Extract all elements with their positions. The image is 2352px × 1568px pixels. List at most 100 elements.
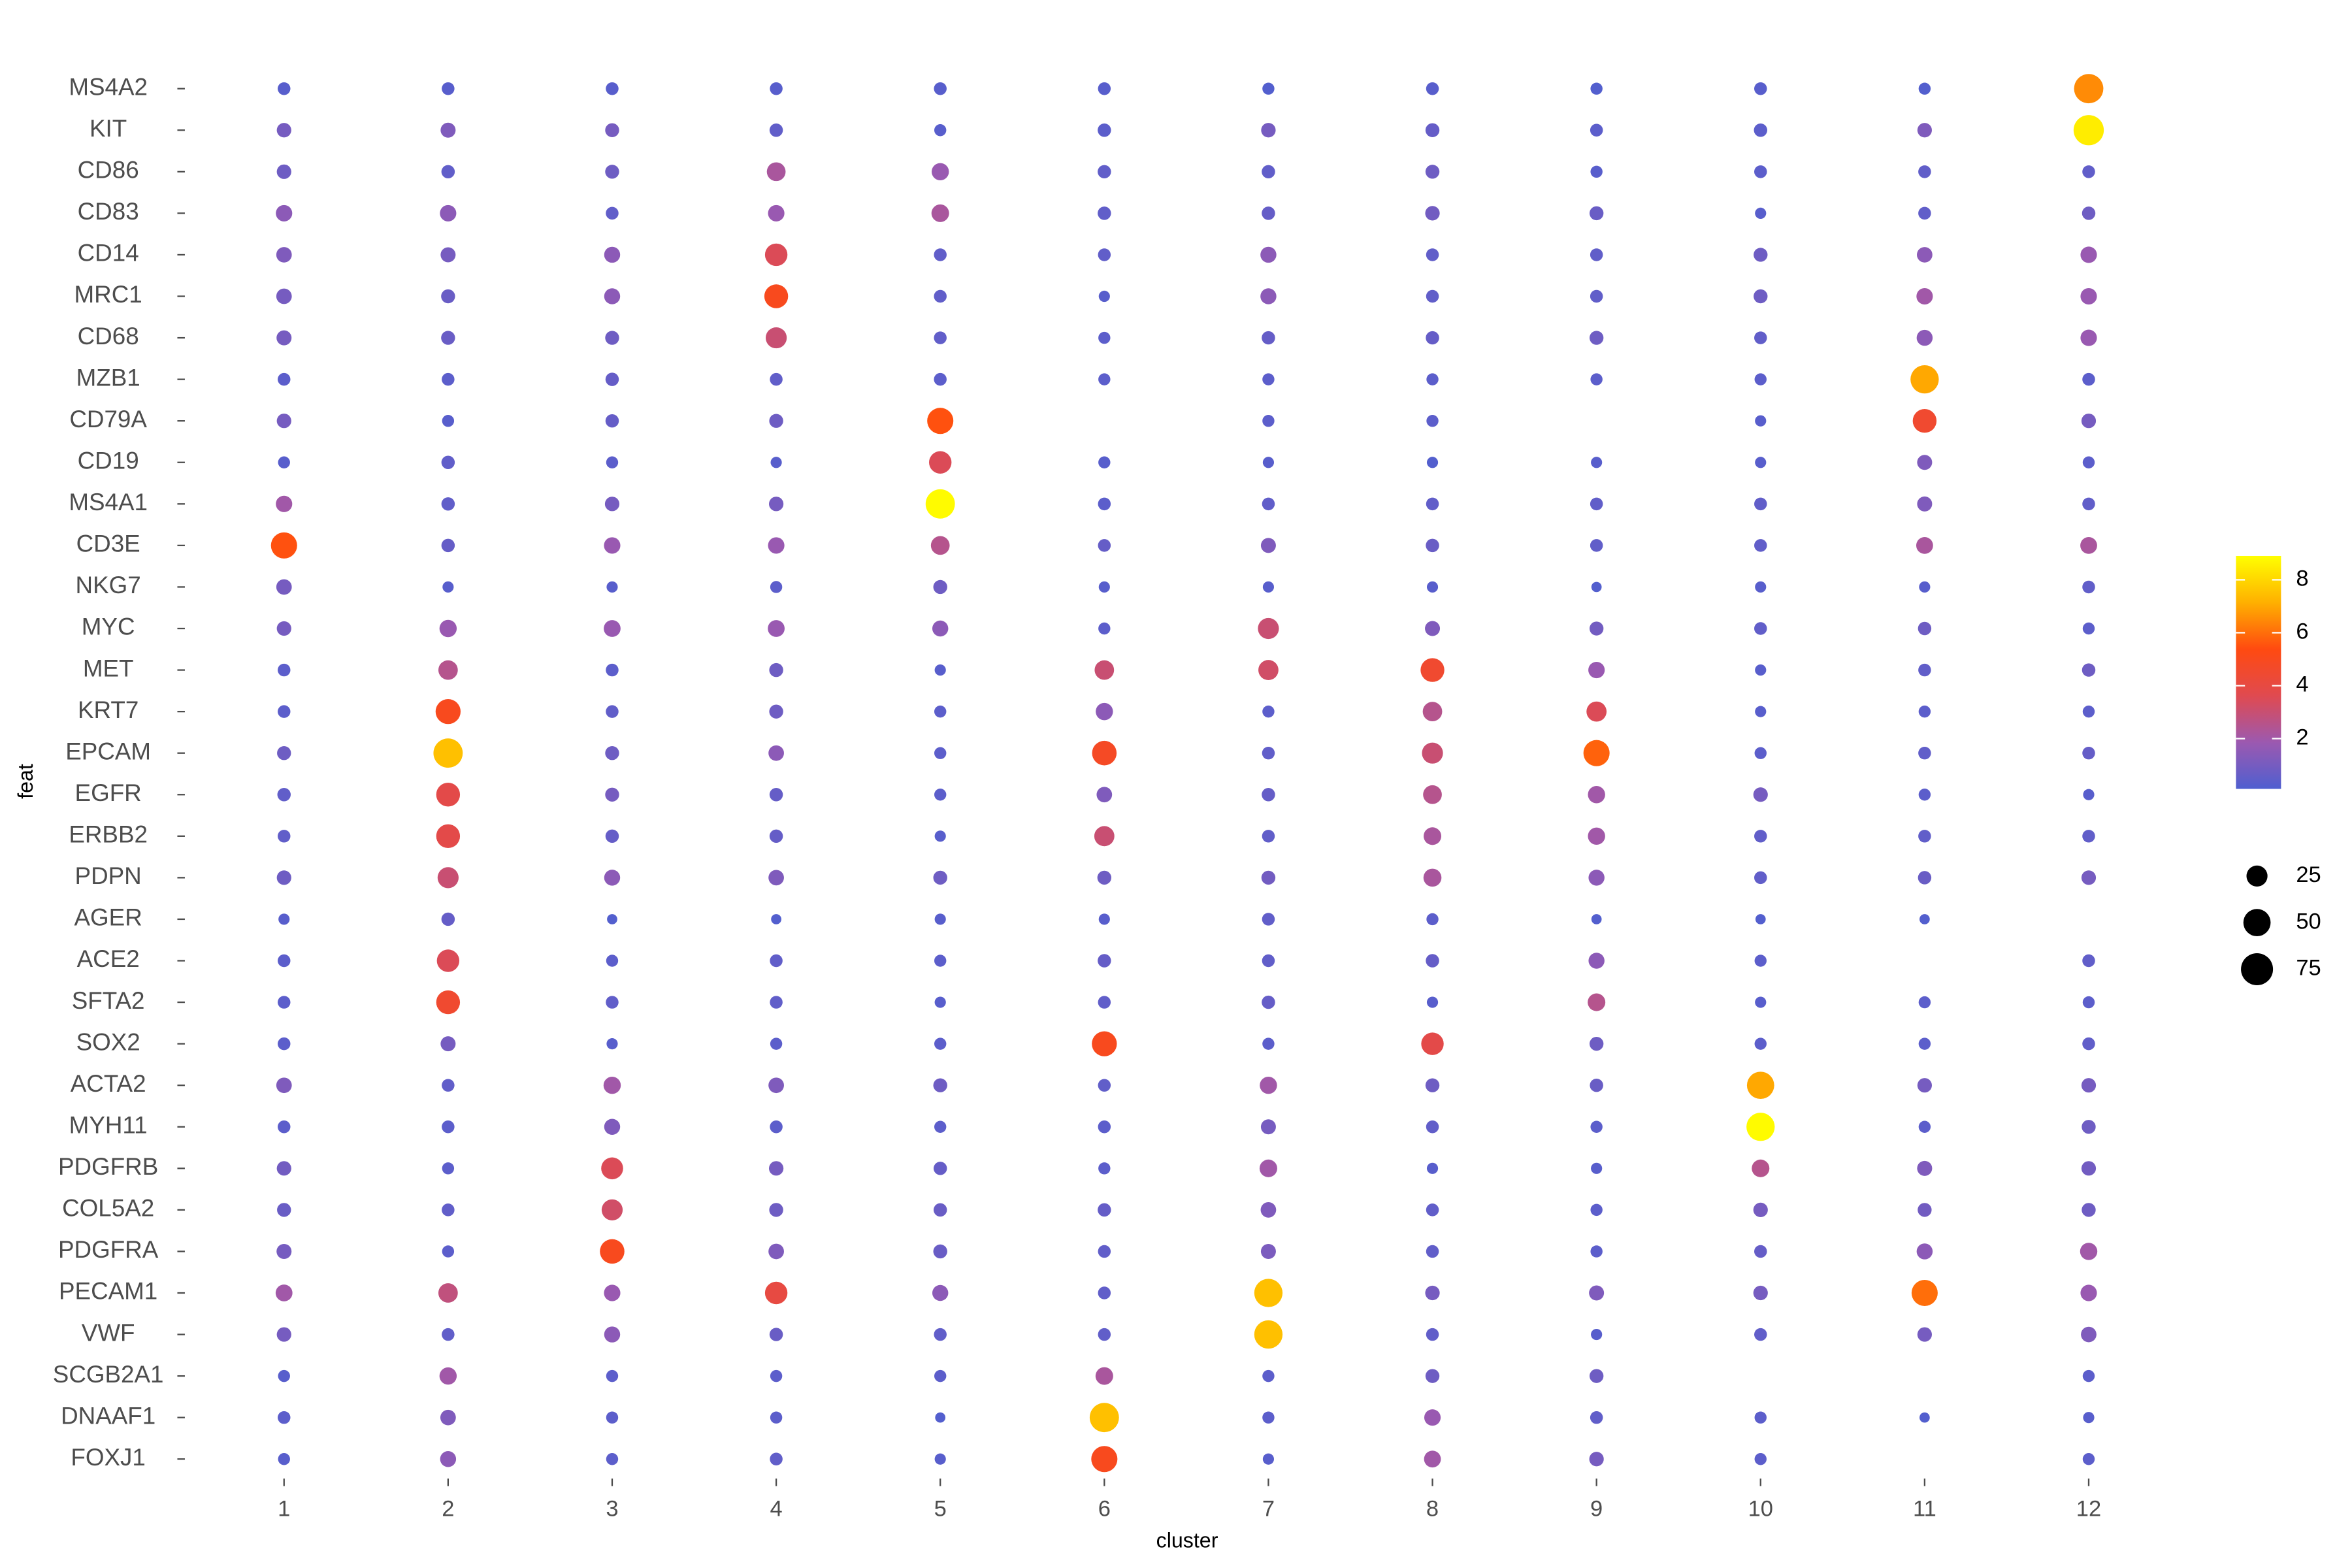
dot — [1098, 331, 1111, 344]
dot — [2082, 1037, 2095, 1051]
dot — [1590, 123, 1603, 137]
dot — [605, 829, 619, 843]
dot — [1254, 1279, 1283, 1307]
dot — [606, 206, 619, 220]
dot — [606, 705, 619, 718]
dot — [2082, 580, 2095, 594]
dot — [934, 913, 946, 925]
y-tick-label: SOX2 — [76, 1028, 140, 1055]
dot — [1098, 996, 1111, 1009]
y-tick-label: ACE2 — [77, 945, 140, 972]
dot — [1260, 538, 1276, 553]
dot — [1262, 995, 1275, 1009]
dot — [1260, 1202, 1277, 1218]
dot — [934, 955, 947, 967]
dot — [2081, 1161, 2097, 1176]
dot — [1917, 496, 1933, 512]
dot — [1261, 123, 1276, 138]
dot — [605, 414, 619, 428]
dot — [1919, 581, 1931, 593]
dot — [1586, 701, 1607, 722]
dot — [2080, 536, 2097, 554]
y-tick-label: KIT — [90, 115, 127, 142]
dot — [439, 1367, 457, 1385]
x-tick-label: 11 — [1913, 1497, 1936, 1522]
y-tick-label: ACTA2 — [71, 1070, 146, 1097]
dot — [1754, 539, 1767, 552]
dot — [933, 1078, 947, 1092]
dot — [2082, 1453, 2095, 1465]
size-legend-label: 50 — [2296, 909, 2321, 934]
dot — [1262, 457, 1275, 468]
dot — [270, 532, 297, 559]
dot — [606, 82, 619, 95]
dot — [1590, 497, 1603, 511]
dot — [1754, 165, 1767, 178]
dot — [1094, 826, 1115, 847]
dot — [604, 497, 620, 512]
dot — [1590, 1120, 1603, 1133]
dot — [934, 664, 946, 676]
dot — [1918, 1120, 1931, 1133]
dot — [1426, 373, 1439, 385]
dot — [278, 1411, 291, 1424]
dot — [1754, 622, 1767, 635]
x-axis-label: cluster — [1156, 1528, 1218, 1552]
dot — [442, 1120, 455, 1134]
dot — [1091, 1446, 1118, 1473]
size-legend-dot — [2243, 909, 2271, 937]
dot — [440, 1451, 457, 1467]
dot — [605, 746, 619, 760]
dot — [1753, 787, 1768, 802]
dot — [1755, 914, 1766, 924]
dot — [606, 663, 619, 677]
colorbar-label: 2 — [2296, 725, 2308, 750]
dot — [1262, 165, 1275, 179]
dot — [2082, 206, 2096, 220]
dot — [1918, 82, 1931, 95]
dot — [2080, 287, 2097, 305]
dot — [1754, 248, 1768, 262]
dot — [278, 1453, 290, 1465]
dot — [1918, 746, 1931, 760]
dot — [934, 248, 947, 261]
dot — [1917, 1078, 1932, 1093]
y-tick-label: FOXJ1 — [71, 1444, 145, 1471]
dot — [1590, 1411, 1603, 1424]
dot — [1426, 248, 1439, 261]
y-tick-label: VWF — [82, 1319, 135, 1346]
dot — [2080, 1284, 2097, 1301]
dot — [932, 620, 949, 637]
dot — [1589, 621, 1604, 636]
dot — [604, 537, 621, 554]
dot — [2083, 1412, 2095, 1424]
dot — [276, 1243, 292, 1259]
dot — [764, 1281, 788, 1305]
dot — [276, 579, 292, 595]
dot — [278, 82, 291, 95]
y-axis-label: feat — [14, 764, 37, 799]
dot — [1425, 123, 1440, 137]
dot — [1918, 789, 1931, 801]
dot — [1425, 165, 1440, 179]
dot — [769, 1328, 783, 1341]
dot — [771, 914, 781, 924]
dot — [2082, 996, 2095, 1009]
dot — [1098, 373, 1111, 385]
dot — [768, 537, 785, 554]
dot — [1098, 1079, 1111, 1092]
dot — [1096, 787, 1113, 803]
dot — [2082, 663, 2096, 677]
dot — [768, 620, 785, 637]
dot — [606, 1038, 618, 1050]
colorbar-label: 6 — [2296, 619, 2308, 644]
dot — [436, 783, 461, 807]
dot — [1754, 1037, 1767, 1050]
dot — [929, 451, 952, 474]
y-tick-label: MYH11 — [69, 1111, 148, 1138]
colorbar — [2236, 555, 2281, 789]
dot — [764, 284, 789, 308]
dot — [2082, 1120, 2096, 1134]
dot — [1754, 1453, 1767, 1465]
